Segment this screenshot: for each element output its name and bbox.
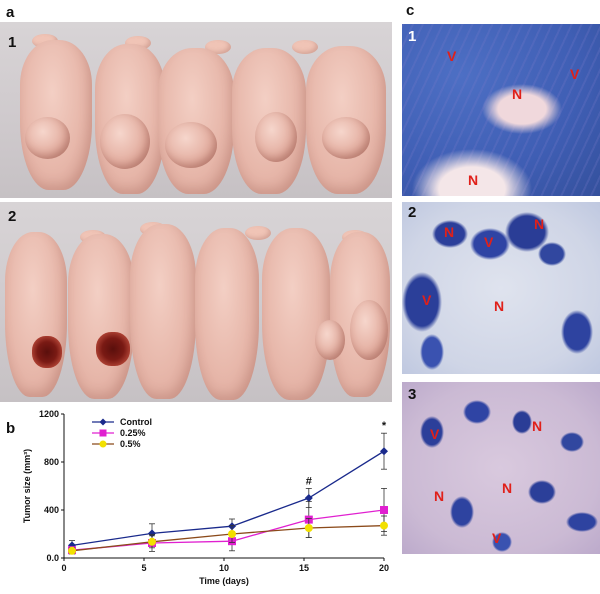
histology-2-mark-n1: N <box>444 224 455 240</box>
data-point-control <box>380 447 388 456</box>
series-line-0 <box>71 450 385 547</box>
x-tick-label: 0 <box>61 563 66 573</box>
legend-label-0: Control <box>120 417 152 427</box>
data-point-control <box>68 541 76 550</box>
annotation-0: # <box>306 475 312 487</box>
histology-1-mark-v2: V <box>570 66 580 82</box>
photo-row-1-label: 1 <box>8 34 17 51</box>
panel-c-label: c <box>406 2 415 19</box>
histology-3-mark-n1: N <box>532 418 543 434</box>
x-tick-label: 10 <box>219 563 229 573</box>
histology-3-mark-n2: N <box>434 488 445 504</box>
data-point-0-5 <box>68 546 76 555</box>
histology-panel-1: 1 V N V N <box>402 24 600 196</box>
tumor-size-chart: 0.0 400 800 1200 0 5 10 15 20 Time (days) Tumor si… <box>22 409 389 586</box>
data-point-0-5 <box>228 530 236 538</box>
histology-panel-3-label: 3 <box>408 386 417 403</box>
x-tick-label: 15 <box>299 563 309 573</box>
data-point-control <box>148 529 156 538</box>
mouse-photo-row-1 <box>0 22 392 198</box>
histology-2-mark-n3: N <box>494 298 505 314</box>
x-tick-label: 5 <box>141 563 146 573</box>
histology-panel-1-label: 1 <box>408 28 417 45</box>
data-point-0-25 <box>380 506 388 514</box>
panel-a-label: a <box>6 4 15 21</box>
panel-b-label: b <box>6 420 16 437</box>
annotation-1: * <box>382 420 387 432</box>
y-tick-label: 1200 <box>39 409 59 419</box>
legend-label-1: 0.25% <box>120 428 146 438</box>
legend-marker-2 <box>99 440 107 448</box>
histology-2-mark-n2: N <box>534 216 545 232</box>
legend-marker-0 <box>99 418 107 426</box>
data-point-0-5 <box>380 521 388 530</box>
photo-row-2-label: 2 <box>8 208 17 225</box>
histology-panel-3: 3 V N N N V <box>402 382 600 554</box>
histology-3-mark-v2: V <box>492 530 502 546</box>
x-tick-label: 20 <box>379 563 389 573</box>
histology-1-mark-n1: N <box>512 86 523 102</box>
y-tick-label: 400 <box>44 505 59 515</box>
y-axis-label: Tumor size (mm³) <box>22 449 32 523</box>
x-axis-label: Time (days) <box>199 576 249 586</box>
data-point-control <box>304 494 313 502</box>
histology-panel-2-label: 2 <box>408 204 417 221</box>
y-tick-label: 800 <box>44 457 59 467</box>
histology-1-mark-n2: N <box>468 172 479 188</box>
histology-2-mark-v2: V <box>422 292 432 308</box>
legend-marker-1 <box>99 429 107 437</box>
histology-panel-2: 2 N V N V N <box>402 202 600 374</box>
legend-label-2: 0.5% <box>120 439 141 449</box>
y-tick-label: 0.0 <box>46 553 59 563</box>
mouse-photo-row-2 <box>0 202 392 402</box>
histology-3-mark-n3: N <box>502 480 513 496</box>
data-point-0-5 <box>304 524 313 532</box>
data-point-0-5 <box>148 537 156 546</box>
histology-3-mark-v1: V <box>430 426 440 442</box>
histology-1-mark-v1: V <box>447 48 457 64</box>
histology-2-mark-v1: V <box>484 234 494 250</box>
